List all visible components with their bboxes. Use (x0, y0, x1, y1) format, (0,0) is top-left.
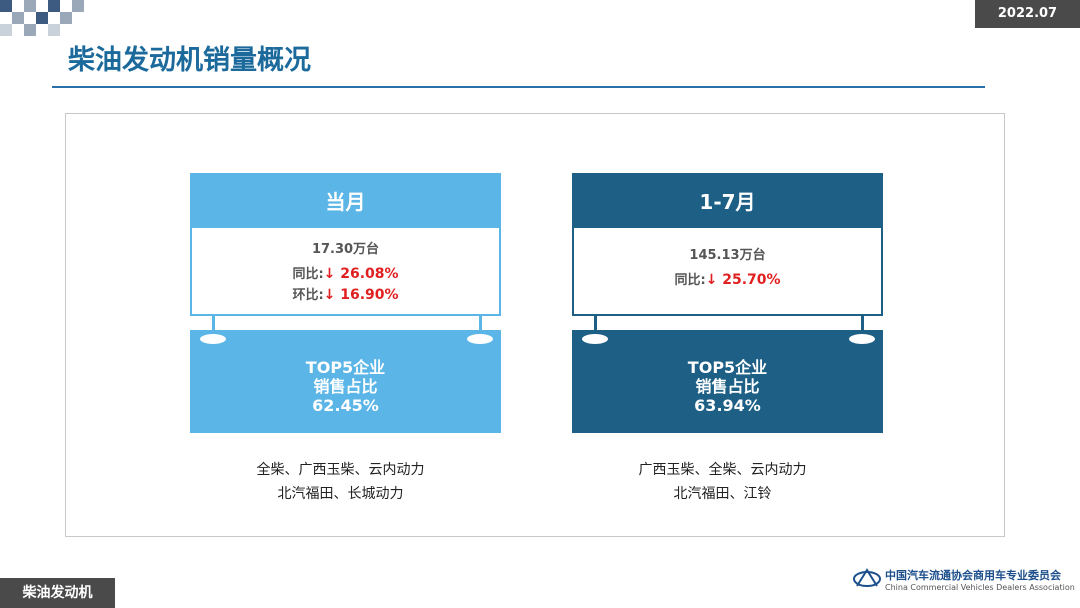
org-name-cn: 中国汽车流通协会商用车专业委员会 (885, 569, 1061, 582)
section-label: 柴油发动机 (0, 578, 115, 608)
sales-volume: 145.13万台 (689, 248, 766, 263)
checker-square (36, 12, 48, 24)
slide-title: 柴油发动机销量概况 (68, 45, 311, 76)
panel-heading: 1-7月 (572, 173, 883, 228)
top5-line: TOP5企业 (305, 358, 386, 377)
checker-square (72, 0, 84, 12)
top5-share: 63.94% (694, 396, 761, 415)
connector-head (582, 334, 608, 344)
connector (479, 316, 482, 332)
top5-line: 销售占比 (695, 377, 760, 396)
metric-row: 同比:↓ 25.70% (574, 270, 881, 291)
metric-label: 同比: (674, 273, 706, 288)
top5-line: 销售占比 (313, 377, 378, 396)
top5-box: TOP5企业 销售占比 62.45% (190, 330, 501, 433)
connector (861, 316, 864, 332)
metric-label: 环比: (292, 288, 324, 303)
org-name-en: China Commercial Vehicles Dealers Associ… (885, 583, 1075, 592)
checker-square (24, 24, 36, 36)
top5-share: 62.45% (312, 396, 379, 415)
logo (853, 568, 881, 587)
company-list: 北汽福田、长城动力 (277, 486, 404, 502)
company-list: 广西玉柴、全柴、云内动力 (638, 462, 807, 478)
top5-line: TOP5企业 (687, 358, 768, 377)
checker-square (24, 0, 36, 12)
date-label: 2022.07 (975, 0, 1080, 28)
metric-value: ↓ 26.08% (323, 266, 399, 282)
panel-heading: 当月 (190, 173, 501, 228)
content-frame (65, 113, 1005, 537)
checker-square (60, 12, 72, 24)
sales-volume: 17.30万台 (311, 242, 380, 257)
connector-head (467, 334, 493, 344)
checker-square (12, 12, 24, 24)
checker-square (0, 24, 12, 36)
connector-head (849, 334, 875, 344)
checker-square (48, 0, 60, 12)
stats-box: 17.30万台 同比:↓ 26.08% 环比:↓ 16.90% (190, 228, 501, 316)
top5-box: TOP5企业 销售占比 63.94% (572, 330, 883, 433)
metric-row: 同比:↓ 26.08% (192, 264, 499, 285)
connector-head (200, 334, 226, 344)
title-rule (52, 86, 985, 88)
company-list: 北汽福田、江铃 (673, 486, 772, 502)
metric-row: 环比:↓ 16.90% (192, 285, 499, 306)
connector (212, 316, 215, 332)
company-list: 全柴、广西玉柴、云内动力 (256, 462, 425, 478)
connector (594, 316, 597, 332)
checker-square (0, 0, 12, 12)
stats-box: 145.13万台同比:↓ 25.70% (572, 228, 883, 316)
metric-label: 同比: (292, 267, 324, 282)
metric-value: ↓ 16.90% (323, 287, 399, 303)
metric-value: ↓ 25.70% (705, 272, 781, 288)
checker-square (48, 24, 60, 36)
